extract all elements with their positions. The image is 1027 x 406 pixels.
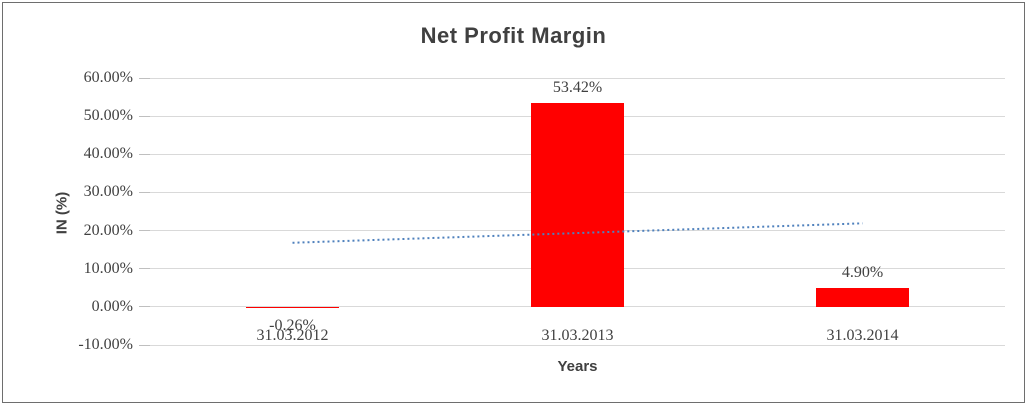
y-tick-label: 50.00%	[83, 107, 133, 125]
category-label: 31.03.2014	[826, 327, 899, 344]
y-tick-label: 0.00%	[91, 297, 133, 315]
bar	[816, 288, 909, 307]
chart-title: Net Profit Margin	[420, 23, 607, 48]
category-label: 31.03.2013	[541, 327, 614, 344]
y-axis-tick	[139, 153, 150, 155]
data-label: 53.42%	[552, 79, 603, 97]
y-tick-label: -10.00%	[78, 336, 133, 353]
bar	[246, 306, 339, 308]
bar	[531, 103, 624, 307]
y-tick-label: 20.00%	[83, 221, 133, 239]
y-axis-tick	[139, 230, 150, 232]
y-axis-tick	[139, 115, 150, 117]
y-tick-label: 40.00%	[83, 145, 133, 163]
y-tick-label: 10.00%	[83, 259, 133, 277]
y-axis-title: IN (%)	[53, 191, 71, 235]
gridline	[150, 306, 1005, 308]
y-axis-tick	[139, 191, 150, 193]
category-label: 31.03.2012	[256, 327, 329, 344]
data-label: 4.90%	[841, 264, 884, 282]
y-axis-tick	[139, 344, 150, 346]
y-axis-tick	[139, 268, 150, 270]
y-tick-label: 30.00%	[83, 183, 133, 201]
y-axis-tick	[139, 306, 150, 308]
gridline	[150, 77, 1005, 79]
gridline	[150, 344, 1005, 346]
x-axis-title: Years	[557, 358, 598, 375]
y-axis-tick	[139, 77, 150, 79]
y-tick-label: 60.00%	[83, 69, 133, 86]
data-label: -0.26%	[269, 316, 316, 334]
